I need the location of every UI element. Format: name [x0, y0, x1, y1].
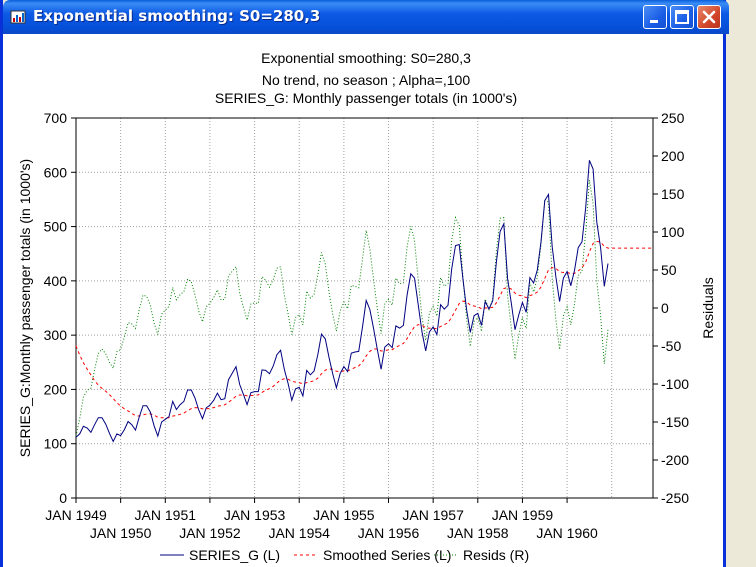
- grid-lines: [76, 118, 653, 498]
- y2-tick-label: 200: [661, 148, 685, 164]
- y2-tick-label: -150: [661, 414, 689, 430]
- y-tick-label: 200: [44, 381, 68, 397]
- x-tick-label: JAN 1959: [492, 507, 554, 523]
- statistica-chart-icon[interactable]: [10, 9, 26, 25]
- x-tick-label: JAN 1957: [402, 507, 464, 523]
- line-chart: Exponential smoothing: S0=280,3 No trend…: [17, 50, 716, 563]
- legend: SERIES_G (L) Smoothed Series (L) Resids (R…: [160, 547, 529, 563]
- y-tick-label: 0: [59, 490, 67, 506]
- y2-tick-label: 0: [661, 300, 669, 316]
- chart-subtitle-1: No trend, no season ; Alpha=,100: [262, 72, 470, 88]
- y-tick-label: 300: [44, 327, 68, 343]
- x-tick-label: JAN 1949: [45, 507, 107, 523]
- series-lines: [75, 160, 653, 443]
- minimize-icon: [650, 20, 658, 23]
- y-tick-label: 400: [44, 273, 68, 289]
- y2-tick-label: -250: [661, 490, 689, 506]
- y2-tick-label: -50: [661, 338, 681, 354]
- chart-title: Exponential smoothing: S0=280,3: [261, 50, 471, 66]
- window-title: Exponential smoothing: S0=280,3: [33, 7, 321, 25]
- legend-label-0: SERIES_G (L): [189, 547, 280, 563]
- y-axis-label: SERIES_G:Monthly passenger totals (in 10…: [17, 159, 33, 457]
- series-line-1: [75, 240, 653, 419]
- x-tick-label: JAN 1955: [313, 507, 375, 523]
- legend-label-2: Resids (R): [463, 547, 529, 563]
- y2-tick-label: -200: [661, 452, 689, 468]
- x-tick-label: JAN 1951: [135, 507, 197, 523]
- axis-ticks: JAN 1949 JAN 1951 JAN 1953 JAN 1955 JAN 1957…: [44, 110, 690, 541]
- chart-subtitle-2: SERIES_G: Monthly passenger totals (in 1…: [215, 90, 517, 106]
- y2-tick-label: 100: [661, 224, 685, 240]
- x-tick-label: JAN 1960: [536, 525, 598, 541]
- x-tick-label: JAN 1958: [447, 525, 509, 541]
- y-tick-label: 700: [44, 110, 68, 126]
- legend-label-1: Smoothed Series (L): [323, 547, 451, 563]
- y2-tick-label: 250: [661, 110, 685, 126]
- chart-area: Exponential smoothing: S0=280,3 No trend…: [3, 34, 723, 567]
- x-tick-label: JAN 1956: [358, 525, 420, 541]
- y2-tick-label: -100: [661, 376, 689, 392]
- x-tick-label: JAN 1950: [90, 525, 152, 541]
- y-tick-label: 600: [44, 164, 68, 180]
- chart-window: Exponential smoothing: S0=280,3 Exponent…: [0, 0, 729, 567]
- series-line-0: [75, 160, 609, 443]
- maximize-button[interactable]: [670, 5, 694, 29]
- x-tick-label: JAN 1953: [224, 507, 286, 523]
- minimize-button[interactable]: [643, 5, 667, 29]
- close-icon: [702, 10, 716, 24]
- y2-axis-label: Residuals: [700, 277, 716, 338]
- title-bar[interactable]: Exponential smoothing: S0=280,3: [3, 0, 729, 34]
- y2-tick-label: 50: [661, 262, 677, 278]
- y-tick-label: 500: [44, 219, 68, 235]
- plot-frame: [75, 117, 654, 499]
- x-tick-label: JAN 1952: [179, 525, 241, 541]
- y-tick-label: 100: [44, 436, 68, 452]
- series-line-2: [75, 179, 609, 437]
- x-tick-label: JAN 1954: [268, 525, 330, 541]
- maximize-icon: [675, 10, 689, 24]
- y2-tick-label: 150: [661, 186, 685, 202]
- close-button[interactable]: [697, 5, 721, 29]
